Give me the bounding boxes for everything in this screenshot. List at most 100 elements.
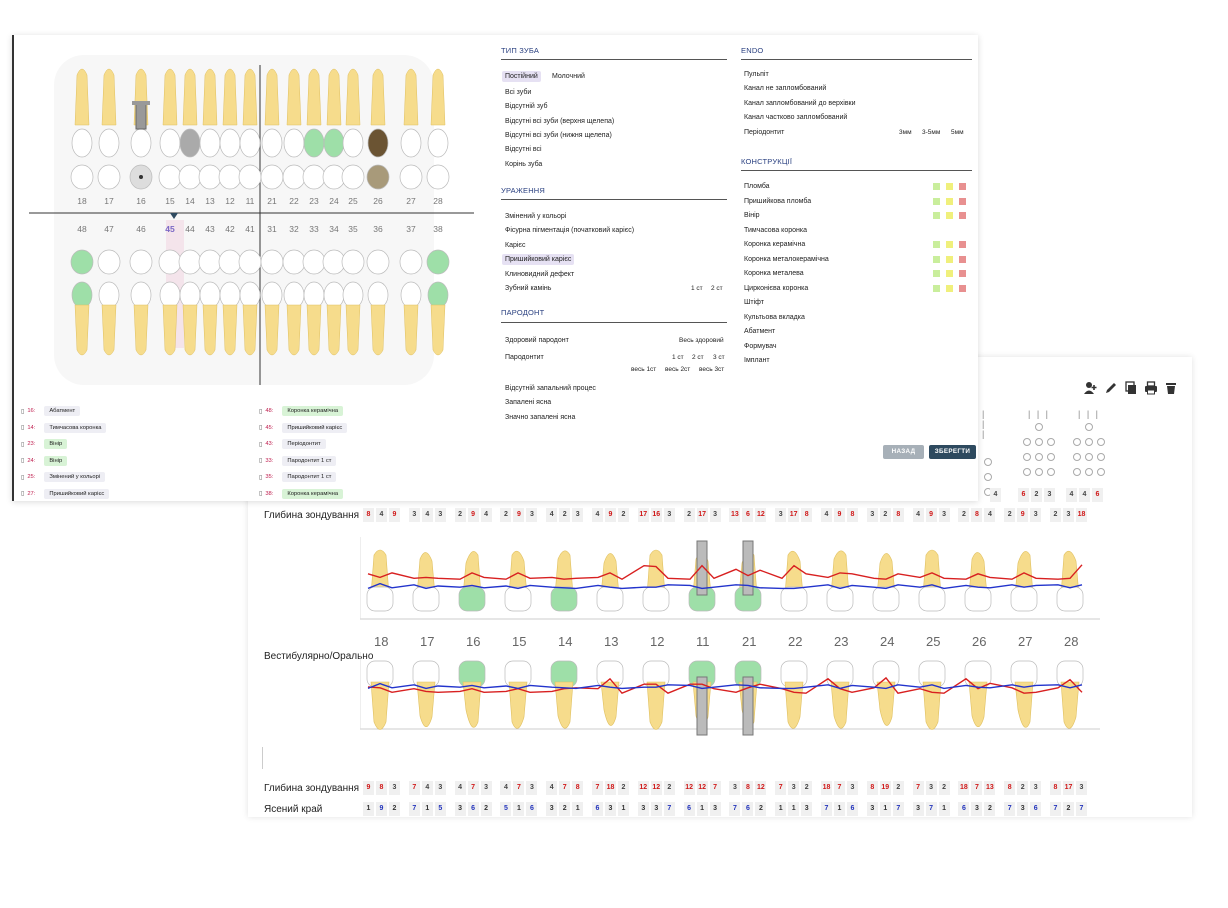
value-cell[interactable]: 3 <box>389 781 400 795</box>
material-swatch[interactable] <box>959 270 966 277</box>
bleeding-point[interactable] <box>1085 453 1093 461</box>
stage-1-option[interactable]: 1 ст <box>672 354 684 361</box>
value-cell[interactable]: 8 <box>1004 781 1016 795</box>
value-cell[interactable]: 3 <box>912 802 924 816</box>
value-cell[interactable]: 1 <box>421 802 433 816</box>
value-cell[interactable]: 7 <box>821 802 832 816</box>
lesion-option[interactable]: Фісурна пігментація (початковий карієс) <box>505 227 635 234</box>
tooth-upper[interactable]: 25 35 <box>341 68 365 234</box>
material-swatch[interactable] <box>959 183 966 190</box>
value-cell[interactable]: 8 <box>801 508 813 522</box>
value-cell[interactable]: 3 <box>709 508 721 522</box>
value-cell[interactable]: 7 <box>775 781 787 795</box>
bleeding-point[interactable] <box>1073 453 1081 461</box>
value-cell[interactable]: 3 <box>1017 802 1029 816</box>
value-cell[interactable]: 3 <box>1063 508 1074 522</box>
value-cell[interactable]: 7 <box>925 802 937 816</box>
healthy-parodont-option[interactable]: Здоровий пародонт <box>505 337 569 344</box>
bleeding-point[interactable] <box>1085 423 1093 431</box>
value-cell[interactable]: 3 <box>605 802 616 816</box>
value-cell[interactable]: 4 <box>480 508 492 522</box>
value-cell[interactable]: 1 <box>938 802 950 816</box>
tooth-upper[interactable]: 28 38 <box>426 68 450 234</box>
material-swatch[interactable] <box>959 241 966 248</box>
material-swatch[interactable] <box>946 183 953 190</box>
bleeding-point[interactable] <box>1047 453 1055 461</box>
lesion-option[interactable]: Клиновидний дефект <box>505 271 575 278</box>
tab-primary[interactable]: Молочний <box>552 73 585 80</box>
edit-icon[interactable] <box>1104 381 1118 395</box>
value-cell[interactable]: 8 <box>572 781 584 795</box>
material-swatch[interactable] <box>946 197 953 205</box>
tooth-upper[interactable]: 14 44 <box>178 68 202 234</box>
value-cell[interactable]: 3 <box>434 781 446 795</box>
value-cell[interactable]: 6 <box>958 802 970 816</box>
value-cell[interactable]: 2 <box>480 802 492 816</box>
periodontitis-option[interactable]: Пародонтит <box>505 354 544 361</box>
lesion-option[interactable]: Пришийковий карієс <box>502 254 575 265</box>
value-cell[interactable]: 9 <box>363 781 374 795</box>
value-cell[interactable]: 3 <box>434 508 446 522</box>
material-swatch[interactable] <box>933 212 940 219</box>
bleeding-point[interactable] <box>1047 438 1055 446</box>
value-cell[interactable]: 17 <box>637 508 649 522</box>
value-cell[interactable]: 1 <box>696 802 708 816</box>
value-cell[interactable]: 18 <box>605 781 616 795</box>
value-cell[interactable]: 1 <box>363 802 374 816</box>
parodont-option[interactable]: Значно запалені ясна <box>505 414 576 421</box>
tartar-stage-1[interactable]: 1 ст <box>691 285 703 292</box>
value-cell[interactable]: 7 <box>729 802 741 816</box>
tooth-lower[interactable] <box>129 249 153 356</box>
value-cell[interactable]: 1 <box>879 802 891 816</box>
value-cell[interactable]: 3 <box>729 781 741 795</box>
value-cell[interactable]: 7 <box>592 781 603 795</box>
value-cell[interactable]: 2 <box>389 802 400 816</box>
value-cell[interactable]: 1 <box>618 802 629 816</box>
tooth-type-option[interactable]: Відсутні всі зуби (верхня щелепа) <box>505 118 615 125</box>
value-cell[interactable]: 7 <box>408 781 420 795</box>
bleeding-point[interactable] <box>1035 453 1043 461</box>
value-cell[interactable]: 4 <box>912 508 924 522</box>
value-cell[interactable]: 2 <box>984 802 996 816</box>
bleeding-point[interactable] <box>984 458 992 466</box>
value-cell[interactable]: 8 <box>363 508 374 522</box>
value-cell[interactable]: 7 <box>912 781 924 795</box>
value-cell[interactable]: 3 <box>454 802 466 816</box>
value-cell[interactable]: 9 <box>376 802 387 816</box>
value-cell[interactable]: 3 <box>801 802 813 816</box>
value-cell[interactable]: 2 <box>879 508 891 522</box>
value-cell[interactable]: 6 <box>1030 802 1042 816</box>
value-cell[interactable]: 2 <box>454 508 466 522</box>
value-cell[interactable]: 7 <box>892 802 904 816</box>
construction-option[interactable]: Тимчасова коронка <box>744 226 807 234</box>
value-cell[interactable]: 3 <box>709 802 721 816</box>
bleeding-point[interactable] <box>1097 438 1105 446</box>
tooth-map[interactable]: 18 48 17 47 16 46 15 45 14 44 13 43 12 42 11 41 21 31 22 32… <box>24 55 474 405</box>
value-cell[interactable]: 7 <box>1004 802 1016 816</box>
bleeding-point[interactable] <box>1023 438 1031 446</box>
construction-option[interactable]: Вінір <box>744 212 760 219</box>
value-cell[interactable]: 4 <box>376 508 387 522</box>
value-cell[interactable]: 4 <box>990 488 1001 502</box>
bleeding-point[interactable] <box>1073 468 1081 476</box>
value-cell[interactable]: 5 <box>500 802 512 816</box>
value-cell[interactable]: 8 <box>971 508 983 522</box>
tooth-lower[interactable] <box>260 249 284 356</box>
value-cell[interactable]: 3 <box>1030 781 1042 795</box>
all-stage-1-option[interactable]: весь 1ст <box>631 366 657 373</box>
value-cell[interactable]: 3 <box>650 802 662 816</box>
material-swatch[interactable] <box>959 255 966 263</box>
tooth-lower[interactable] <box>399 249 423 356</box>
material-swatch[interactable] <box>933 270 940 277</box>
value-cell[interactable]: 18 <box>1076 508 1087 522</box>
value-cell[interactable]: 7 <box>971 781 983 795</box>
construction-option[interactable]: Коронка керамічна <box>744 241 806 248</box>
value-cell[interactable]: 1 <box>572 802 584 816</box>
value-cell[interactable]: 3 <box>637 802 649 816</box>
bleeding-point[interactable] <box>1035 468 1043 476</box>
value-cell[interactable]: 2 <box>938 781 950 795</box>
value-cell[interactable]: 13 <box>729 508 741 522</box>
value-cell[interactable]: 17 <box>696 508 708 522</box>
